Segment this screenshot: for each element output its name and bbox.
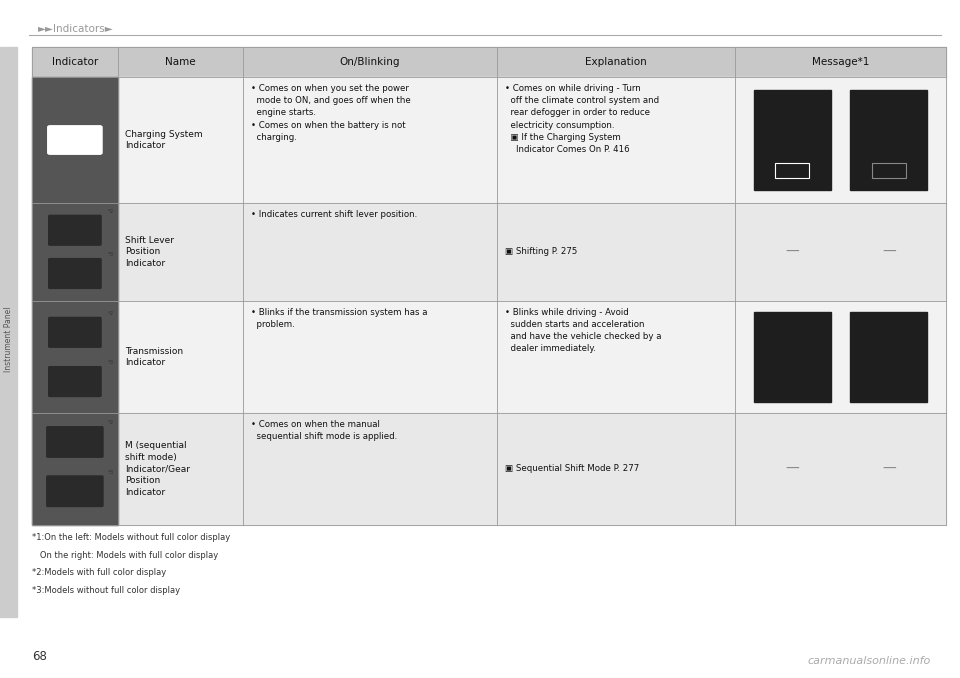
FancyBboxPatch shape [47,125,103,155]
Bar [32,77,118,203]
Text: Charging System
Indicator: Charging System Indicator [125,129,203,151]
FancyBboxPatch shape [46,475,104,507]
Text: • Comes on when you set the power
  mode to ON, and goes off when the
  engine s: • Comes on when you set the power mode t… [251,84,410,142]
Bar [32,413,118,525]
Bar [0,47,17,617]
FancyBboxPatch shape [48,215,102,246]
Text: P: P [67,268,73,279]
Text: • Comes on when the manual
  sequential shift mode is applied.: • Comes on when the manual sequential sh… [251,420,396,441]
Text: *3: *3 [108,252,114,257]
Text: *3: *3 [108,470,114,475]
Text: −: − [56,132,69,148]
Text: ⚙: ⚙ [786,374,799,388]
Bar [32,203,946,301]
Text: —: — [882,245,896,259]
Text: *3:Models without full color display: *3:Models without full color display [32,586,180,595]
Text: On/Blinking: On/Blinking [340,58,400,67]
Text: • Indicates current shift lever position.: • Indicates current shift lever position… [251,210,417,218]
Bar [32,301,118,413]
Text: CHECK
CHARGING
SYSTEM: CHECK CHARGING SYSTEM [772,107,813,128]
FancyBboxPatch shape [48,317,102,348]
Text: P: P [67,376,73,386]
Text: —: — [785,245,799,259]
Text: ⚙: ⚙ [882,374,895,388]
Bar [32,203,118,301]
Text: Shift Lever
Position
Indicator: Shift Lever Position Indicator [125,235,174,268]
Text: • Blinks if the transmission system has a
  problem.: • Blinks if the transmission system has … [251,308,427,329]
Text: *2: *2 [108,311,114,316]
FancyBboxPatch shape [48,366,102,397]
Text: Transmission
System Problem: Transmission System Problem [863,332,914,343]
Text: 68: 68 [32,650,46,663]
FancyBboxPatch shape [48,258,102,289]
Bar [32,77,946,203]
Text: P: P [67,327,73,338]
Text: ▣ Sequential Shift Mode P. 277: ▣ Sequential Shift Mode P. 277 [505,464,639,473]
Bar [851,89,927,190]
Bar [851,312,927,401]
Bar [32,47,946,77]
Text: • Comes on while driving - Turn
  off the climate control system and
  rear defo: • Comes on while driving - Turn off the … [505,84,660,154]
Text: Transmission
Indicator: Transmission Indicator [125,346,183,367]
Text: Indicator: Indicator [52,58,98,67]
Text: Explanation: Explanation [586,58,647,67]
Text: *2: *2 [108,420,114,425]
Text: Message*1: Message*1 [812,58,869,67]
Bar [754,89,830,190]
Text: Instrument Panel: Instrument Panel [4,306,13,372]
Text: Charging
System Problem: Charging System Problem [863,113,914,123]
Text: *3: *3 [108,360,114,365]
Text: −: − [780,162,788,172]
Text: ►►Indicators►: ►►Indicators► [38,24,114,34]
Text: P: P [67,225,73,235]
Bar [872,163,906,178]
Bar [32,301,946,413]
Text: +: + [81,132,94,148]
Text: *2: *2 [108,209,114,214]
Text: *2:Models with full color display: *2:Models with full color display [32,568,166,577]
Text: Name: Name [165,58,196,67]
Text: CHECK
TRANSMISSION: CHECK TRANSMISSION [762,331,822,344]
Text: —: — [785,462,799,476]
Text: M (sequential
shift mode)
Indicator/Gear
Position
Indicator: M (sequential shift mode) Indicator/Gear… [125,441,190,497]
Text: +: + [796,162,804,172]
Text: • Blinks while driving - Avoid
  sudden starts and acceleration
  and have the v: • Blinks while driving - Avoid sudden st… [505,308,661,353]
Text: ▣ Shifting P. 275: ▣ Shifting P. 275 [505,247,577,256]
Bar [775,163,809,178]
FancyBboxPatch shape [46,426,104,458]
Text: P: P [71,486,79,496]
Bar [32,413,946,525]
Text: carmanualsonline.info: carmanualsonline.info [808,656,931,666]
Text: On the right: Models with full color display: On the right: Models with full color dis… [32,551,218,559]
Bar [754,312,830,401]
Text: —: — [882,462,896,476]
Text: M2: M2 [65,437,84,447]
Text: *1:On the left: Models without full color display: *1:On the left: Models without full colo… [32,533,230,542]
